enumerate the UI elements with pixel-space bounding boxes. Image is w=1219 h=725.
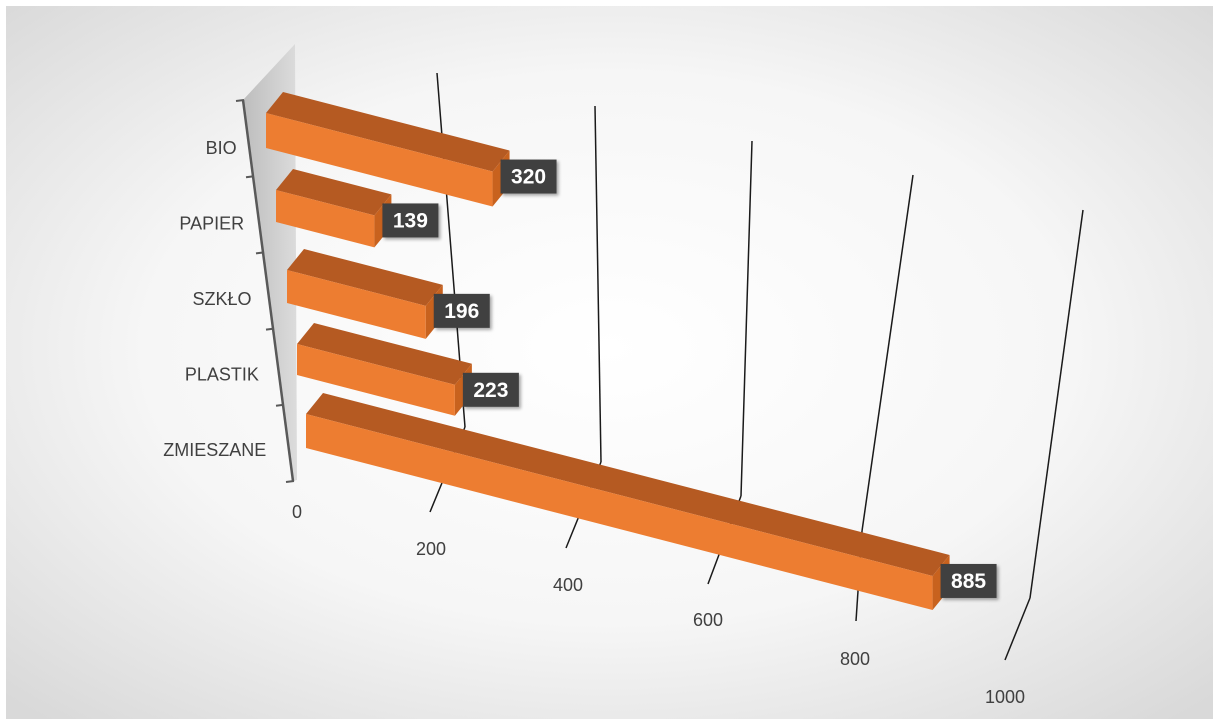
category-label: PAPIER [179,214,244,234]
tick-label-400: 400 [553,575,583,595]
bar-top-face [306,393,950,576]
data-label-box [462,372,519,407]
data-label-box [940,563,997,598]
data-label-box [433,293,490,328]
data-label: 885 [940,563,997,598]
category-axis-line [241,99,295,482]
bar-front-face [306,414,933,610]
category-label: PLASTIK [185,365,259,385]
bar-top-face [276,169,392,216]
data-label-text: 885 [951,570,986,593]
gridline-600 [740,140,753,497]
bar-front-face [276,190,375,248]
data-label-text: 320 [511,166,546,189]
category-axis-tick [245,175,255,179]
category-label: ZMIESZANE [163,440,266,460]
data-label: 223 [462,372,519,407]
side-wall [243,44,297,481]
data-label-text: 196 [444,300,479,323]
category-axis-tick [275,403,285,407]
category-label: BIO [206,138,237,158]
category-label: SZKŁO [192,289,251,309]
gridline-800 [861,174,914,532]
data-label-text: 139 [393,209,428,232]
category-axis-tick [285,480,295,483]
category-axis-tick [255,251,265,255]
data-label: 196 [433,293,490,328]
data-label-box [500,159,557,194]
bar-front-face [266,113,493,207]
gridline-1000 [1029,209,1084,599]
bar-front-face [287,270,426,339]
category-axis-tick [235,99,245,102]
tick-label-600: 600 [693,610,723,630]
bar-front-face [297,344,455,416]
tick-label-800: 800 [840,649,870,669]
bar-top-face [266,92,510,172]
data-label-text: 223 [473,379,508,402]
tick-label-1000: 1000 [985,687,1025,707]
category-axis-tick [265,327,275,331]
bar-top-face [287,249,443,306]
gridline-floor-1000 [1004,597,1031,661]
tick-label-0: 0 [292,502,302,522]
tick-label-200: 200 [416,539,446,559]
bar-top-face [297,323,472,385]
data-label: 320 [500,159,557,194]
data-label-box [382,203,439,238]
chart-background [6,6,1213,719]
data-label: 139 [382,203,439,238]
gridline-400 [594,105,602,463]
